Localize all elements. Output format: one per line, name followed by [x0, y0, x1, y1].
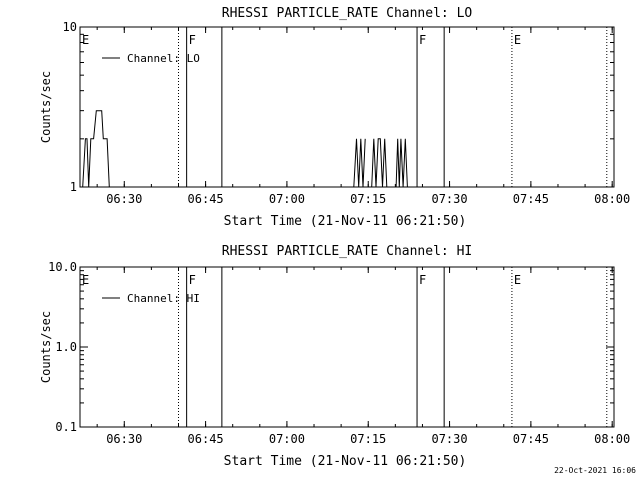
data-series-line [354, 139, 365, 187]
event-marker-label: E [514, 33, 521, 47]
chart-title: RHESSI PARTICLE_RATE Channel: HI [222, 244, 472, 259]
chart-panel-1: RHESSI PARTICLE_RATE Channel: LO 06:30 06:… [39, 6, 630, 229]
x-tick-label: 08:00 [594, 192, 630, 206]
y-tick-label: 10 [63, 20, 77, 34]
x-axis-label: Start Time (21-Nov-11 06:21:50) [224, 214, 467, 229]
x-tick-label: 07:15 [350, 432, 386, 446]
event-marker-label: E [82, 273, 89, 287]
y-axis-label: Counts/sec [39, 311, 53, 383]
plot-frame [80, 267, 614, 427]
data-series-line [372, 139, 387, 187]
plot-frame [80, 27, 614, 187]
x-tick-label: 07:45 [513, 192, 549, 206]
data-series-line [83, 111, 112, 187]
data-series-line [396, 139, 407, 187]
y-tick-label: 1 [70, 180, 77, 194]
event-marker-label: F [419, 33, 426, 47]
event-marker-label: F [189, 33, 196, 47]
event-marker-label: E [514, 273, 521, 287]
legend-label: Channel: HI [127, 292, 200, 305]
x-tick-label: 07:15 [350, 192, 386, 206]
x-axis-label: Start Time (21-Nov-11 06:21:50) [224, 454, 467, 469]
x-tick-label: 08:00 [594, 432, 630, 446]
chart-title: RHESSI PARTICLE_RATE Channel: LO [222, 6, 473, 21]
x-tick-label: 07:00 [269, 432, 305, 446]
y-tick-label: 1.0 [55, 340, 77, 354]
x-tick-label: 06:30 [106, 192, 142, 206]
x-tick-label: 07:30 [431, 192, 467, 206]
x-tick-label: 07:30 [431, 432, 467, 446]
event-marker-label: F [189, 273, 196, 287]
x-tick-label: 06:45 [188, 432, 224, 446]
x-tick-label: 07:00 [269, 192, 305, 206]
y-tick-label: 0.1 [55, 420, 77, 434]
x-tick-label: 06:30 [106, 432, 142, 446]
x-tick-label: 07:45 [513, 432, 549, 446]
x-tick-label: 06:45 [188, 192, 224, 206]
chart-panel-2: RHESSI PARTICLE_RATE Channel: HI 06:30 06:… [39, 244, 630, 469]
event-marker-label: F [419, 273, 426, 287]
event-marker-label: E [82, 33, 89, 47]
footer-timestamp: 22-Oct-2021 16:06 [554, 466, 636, 475]
legend-label: Channel: LO [127, 52, 200, 65]
y-tick-label: 10.0 [48, 260, 77, 274]
y-axis-label: Counts/sec [39, 71, 53, 143]
